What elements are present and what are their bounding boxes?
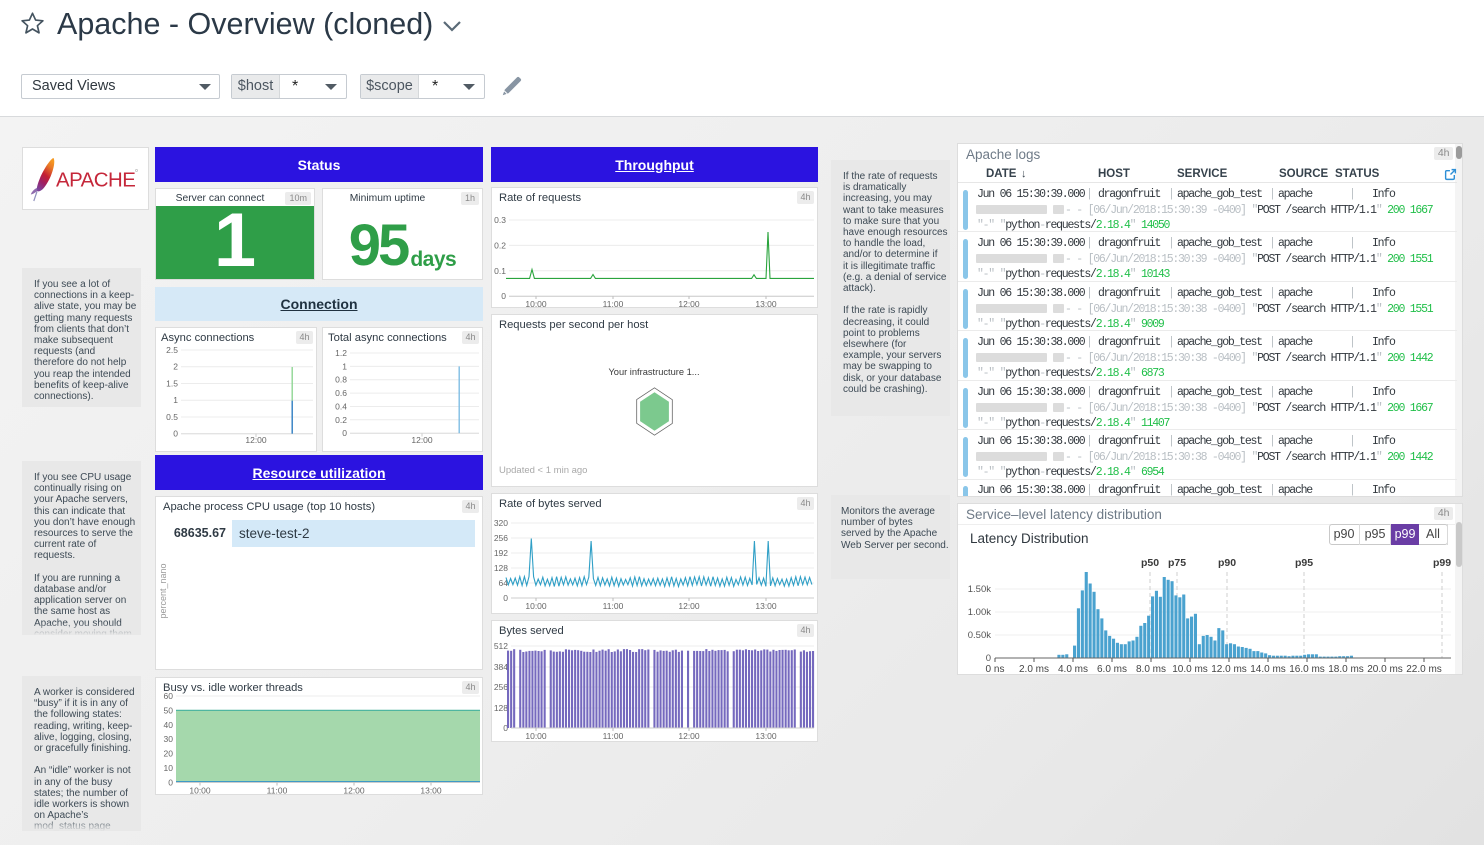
svg-text:0.8: 0.8 [335,375,347,385]
svg-text:11:00: 11:00 [603,601,624,611]
svg-text:11:00: 11:00 [267,786,288,796]
svg-text:20: 20 [164,749,174,759]
svg-text:18.0 ms: 18.0 ms [1328,664,1364,675]
svg-text:p99: p99 [1433,557,1451,569]
svg-text:128: 128 [494,703,508,713]
svg-text:0: 0 [503,593,508,603]
svg-text:40: 40 [164,720,174,730]
svg-text:13:00: 13:00 [420,786,442,796]
svg-text:22.0 ms: 22.0 ms [1406,664,1442,675]
svg-text:0.4: 0.4 [335,402,347,412]
svg-text:1: 1 [342,361,347,371]
svg-text:p95: p95 [1295,557,1313,569]
svg-text:0: 0 [173,429,178,439]
svg-text:13:00: 13:00 [755,601,777,611]
svg-text:0: 0 [342,428,347,438]
svg-text:60: 60 [164,691,174,701]
svg-text:0.1: 0.1 [494,266,506,276]
svg-text:11:00: 11:00 [603,299,624,309]
svg-text:12:00: 12:00 [245,435,267,445]
svg-text:14.0 ms: 14.0 ms [1250,664,1286,675]
svg-text:0.50k: 0.50k [968,630,991,641]
svg-text:1.5: 1.5 [166,379,178,389]
svg-text:1.2: 1.2 [335,348,347,358]
svg-text:12:00: 12:00 [411,435,433,445]
svg-text:0: 0 [501,291,506,301]
svg-text:0.3: 0.3 [494,215,506,225]
svg-text:10: 10 [164,763,174,773]
svg-text:0.6: 0.6 [335,388,347,398]
svg-text:384: 384 [494,662,508,672]
svg-text:10:00: 10:00 [525,601,547,611]
svg-text:20.0 ms: 20.0 ms [1367,664,1403,675]
svg-text:256: 256 [494,682,508,692]
svg-text:p75: p75 [1168,557,1186,569]
svg-text:0.2: 0.2 [494,240,506,250]
svg-text:1: 1 [173,395,178,405]
svg-text:8.0 ms: 8.0 ms [1136,664,1166,675]
svg-text:0: 0 [503,723,508,733]
svg-text:2: 2 [173,362,178,372]
svg-text:0.2: 0.2 [335,415,347,425]
svg-text:1.00k: 1.00k [968,607,991,618]
svg-text:16.0 ms: 16.0 ms [1289,664,1325,675]
svg-text:50: 50 [164,705,174,715]
svg-text:10:00: 10:00 [525,299,547,309]
svg-text:2.0 ms: 2.0 ms [1019,664,1049,675]
svg-text:12.0 ms: 12.0 ms [1211,664,1247,675]
svg-text:2.5: 2.5 [166,345,178,355]
svg-text:Your infrastructure 1...: Your infrastructure 1... [608,367,699,377]
svg-text:11:00: 11:00 [603,731,624,741]
svg-text:0: 0 [986,653,991,664]
svg-text:12:00: 12:00 [678,299,700,309]
svg-text:APACHE: APACHE [56,170,135,192]
svg-text:30: 30 [164,734,174,744]
svg-text:12:00: 12:00 [343,786,365,796]
svg-text:12:00: 12:00 [678,731,700,741]
svg-text:4.0 ms: 4.0 ms [1058,664,1088,675]
svg-text:13:00: 13:00 [755,299,777,309]
svg-text:10:00: 10:00 [525,731,547,741]
svg-text:13:00: 13:00 [755,731,777,741]
svg-text:p50: p50 [1141,557,1159,569]
svg-text:10:00: 10:00 [189,786,211,796]
svg-text:64: 64 [499,578,509,588]
svg-text:10.0 ms: 10.0 ms [1172,664,1208,675]
svg-text:256: 256 [494,533,508,543]
svg-text:p90: p90 [1218,557,1236,569]
svg-text:512: 512 [494,641,508,651]
svg-text:12:00: 12:00 [678,601,700,611]
svg-text:0.5: 0.5 [166,412,178,422]
svg-text:0: 0 [168,778,173,788]
svg-text:128: 128 [494,563,508,573]
svg-text:1.50k: 1.50k [968,584,991,595]
svg-text:192: 192 [494,548,508,558]
svg-text:Updated < 1 min ago: Updated < 1 min ago [499,465,587,476]
svg-text:6.0 ms: 6.0 ms [1097,664,1127,675]
svg-text:320: 320 [494,518,508,528]
svg-text:0 ns: 0 ns [986,664,1005,675]
